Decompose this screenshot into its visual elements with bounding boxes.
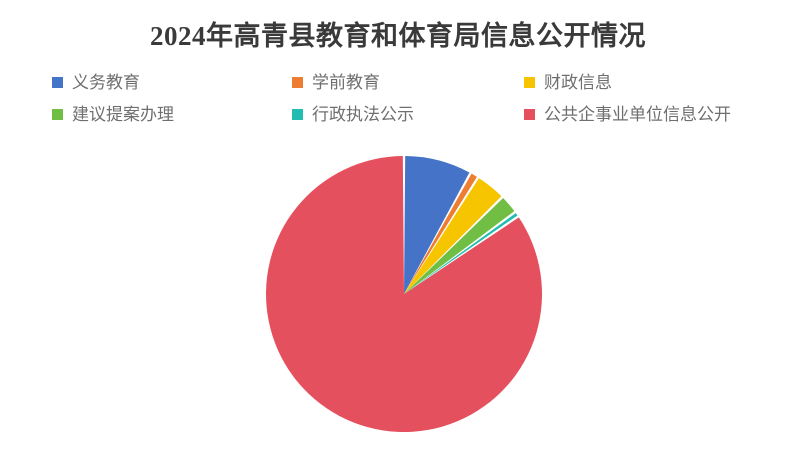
legend-color-swatch-icon bbox=[292, 108, 303, 120]
legend-item[interactable]: 行政执法公示 bbox=[292, 98, 524, 130]
legend-color-swatch-icon bbox=[52, 108, 63, 120]
pie-chart-plot-area bbox=[265, 155, 543, 433]
legend-color-swatch-icon bbox=[524, 108, 535, 120]
pie-slice[interactable] bbox=[404, 197, 515, 294]
pie-slice[interactable] bbox=[404, 213, 518, 294]
legend-item-label: 义务教育 bbox=[72, 72, 140, 92]
legend-item[interactable]: 公共企事业单位信息公开 bbox=[524, 98, 762, 130]
pie-svg bbox=[266, 156, 543, 433]
legend-item-label: 行政执法公示 bbox=[312, 104, 414, 124]
legend-item-label: 财政信息 bbox=[544, 72, 612, 92]
legend-item[interactable]: 建议提案办理 bbox=[52, 98, 292, 130]
chart-title: 2024年高青县教育和体育局信息公开情况 bbox=[150, 21, 646, 51]
legend-item[interactable]: 财政信息 bbox=[524, 66, 762, 98]
pie-slice[interactable] bbox=[266, 156, 543, 433]
legend-item-label: 学前教育 bbox=[312, 72, 380, 92]
pie-slice[interactable] bbox=[404, 173, 477, 294]
legend-item[interactable]: 学前教育 bbox=[292, 66, 524, 98]
legend-item-label: 建议提案办理 bbox=[72, 104, 174, 124]
legend-item[interactable]: 义务教育 bbox=[52, 66, 292, 98]
pie-slice[interactable] bbox=[404, 156, 470, 294]
legend-color-swatch-icon bbox=[292, 76, 303, 88]
legend-color-swatch-icon bbox=[52, 76, 63, 88]
pie-slice[interactable] bbox=[404, 178, 502, 294]
legend-color-swatch-icon bbox=[524, 76, 535, 88]
legend-item-label: 公共企事业单位信息公开 bbox=[544, 104, 731, 124]
chart-legend: 义务教育 学前教育 财政信息建议提案办理 行政执法公示 公共企事业单位信息公开 bbox=[52, 66, 762, 130]
